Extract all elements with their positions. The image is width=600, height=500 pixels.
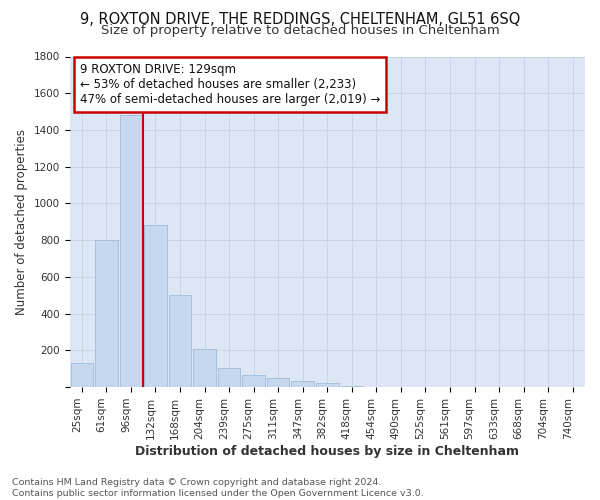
X-axis label: Distribution of detached houses by size in Cheltenham: Distribution of detached houses by size … [135,444,519,458]
Bar [242,375,265,387]
Bar [71,363,93,387]
Bar [341,386,363,387]
Bar [218,368,241,387]
Bar [316,384,338,387]
Y-axis label: Number of detached properties: Number of detached properties [15,129,28,315]
Bar [267,378,289,387]
Bar [119,116,142,387]
Text: Size of property relative to detached houses in Cheltenham: Size of property relative to detached ho… [101,24,499,37]
Bar [169,296,191,387]
Text: Contains HM Land Registry data © Crown copyright and database right 2024.
Contai: Contains HM Land Registry data © Crown c… [12,478,424,498]
Bar [292,380,314,387]
Bar [193,350,216,387]
Bar [95,240,118,387]
Text: 9, ROXTON DRIVE, THE REDDINGS, CHELTENHAM, GL51 6SQ: 9, ROXTON DRIVE, THE REDDINGS, CHELTENHA… [80,12,520,28]
Text: 9 ROXTON DRIVE: 129sqm
← 53% of detached houses are smaller (2,233)
47% of semi-: 9 ROXTON DRIVE: 129sqm ← 53% of detached… [80,63,380,106]
Bar [144,226,167,387]
